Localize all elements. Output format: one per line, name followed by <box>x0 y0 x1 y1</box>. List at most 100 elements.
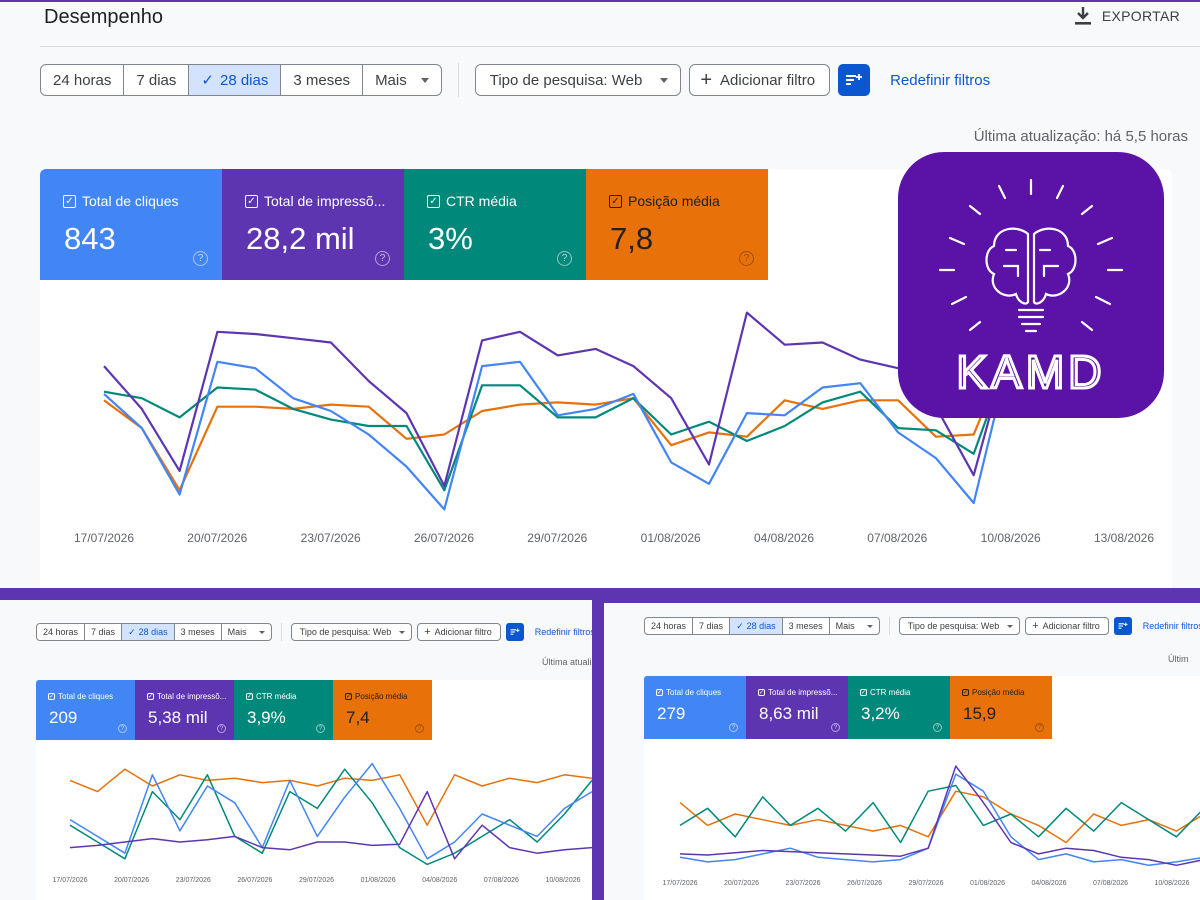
help-icon[interactable]: ? <box>831 723 840 732</box>
metric-value: 209 <box>49 708 78 727</box>
range-3m[interactable]: 3 meses <box>175 624 222 640</box>
check-icon: ✓ <box>201 72 214 89</box>
x-tick-label: 04/08/2026 <box>422 877 457 884</box>
range-28d[interactable]: ✓ 28 dias <box>122 624 175 640</box>
range-3m[interactable]: 3 meses <box>783 618 830 634</box>
metric-impressions[interactable]: ✓ Total de impressõ... 28,2 mil ? <box>222 169 404 280</box>
help-icon[interactable]: ? <box>415 724 424 733</box>
range-24h[interactable]: 24 horas <box>645 618 694 634</box>
search-type-dropdown[interactable]: Tipo de pesquisa: Web <box>474 64 682 96</box>
range-7d[interactable]: 7 dias <box>693 618 731 634</box>
filter-list-icon <box>846 74 863 85</box>
reset-filters-link[interactable]: Redefinir filtros <box>890 71 991 89</box>
x-tick-label: 23/07/2026 <box>176 877 211 884</box>
add-filter-button[interactable]: + Adicionar filtro <box>1025 617 1109 635</box>
chevron-down-icon <box>399 630 406 634</box>
metric-ctr[interactable]: ✓ CTR média 3,2% ? <box>848 676 950 739</box>
x-tick-label: 01/08/2026 <box>641 531 701 545</box>
metric-clicks[interactable]: ✓ Total de cliques 279 ? <box>644 676 746 739</box>
plus-icon: + <box>1032 620 1039 632</box>
range-28d[interactable]: ✓ 28 dias <box>189 65 282 95</box>
metric-ctr[interactable]: ✓ CTR média 3,9% ? <box>234 680 333 740</box>
checkbox-checked-icon: ✓ <box>147 693 154 700</box>
chevron-down-icon <box>866 624 873 628</box>
date-range-selector: 24 horas 7 dias ✓ 28 dias 3 meses Mais <box>36 623 272 641</box>
range-more-dropdown[interactable]: Mais <box>830 618 879 634</box>
x-tick-label: 26/07/2026 <box>847 880 882 887</box>
reset-filters-link[interactable]: Redefinir filtros <box>1142 621 1200 631</box>
help-icon[interactable]: ? <box>729 723 738 732</box>
help-icon[interactable]: ? <box>739 251 754 266</box>
metric-position[interactable]: ✓ Posição média 7,4 ? <box>333 680 432 740</box>
brain-lightbulb-icon: KAMD <box>938 178 1124 400</box>
metric-value: 28,2 mil <box>246 221 355 256</box>
range-7d[interactable]: 7 dias <box>85 624 123 640</box>
main-performance-panel: Desempenho EXPORTAR 24 horas 7 dias ✓ 28 … <box>0 0 1200 588</box>
help-icon[interactable]: ? <box>118 724 127 733</box>
x-tick-label: 10/08/2026 <box>1154 880 1189 887</box>
metric-ctr[interactable]: ✓ CTR média 3% ? <box>404 169 586 280</box>
x-tick-label: 04/08/2026 <box>754 531 814 545</box>
x-tick-label: 17/07/2026 <box>74 531 134 545</box>
metric-value: 279 <box>657 704 686 723</box>
help-icon[interactable]: ? <box>193 251 208 266</box>
clicks-line <box>69 762 592 860</box>
metric-clicks[interactable]: ✓ Total de cliques 209 ? <box>36 680 135 740</box>
range-24h[interactable]: 24 horas <box>37 624 86 640</box>
performance-chart-card: ✓ Total de cliques 279 ? ✓ Total de impres… <box>644 676 1200 900</box>
export-button[interactable]: EXPORTAR <box>1074 6 1180 26</box>
metric-value: 8,63 mil <box>759 704 819 723</box>
metric-impressions[interactable]: ✓ Total de impressõ... 5,38 mil ? <box>135 680 234 740</box>
chevron-down-icon <box>1007 624 1014 628</box>
x-tick-label: 29/07/2026 <box>527 531 587 545</box>
x-tick-label: 04/08/2026 <box>1031 880 1066 887</box>
date-range-selector: 24 horas 7 dias ✓ 28 dias 3 meses Mais <box>40 64 442 96</box>
range-more-dropdown[interactable]: Mais <box>363 65 441 95</box>
reset-filters-link[interactable]: Redefinir filtros <box>534 627 592 637</box>
filter-options-button[interactable] <box>838 64 871 96</box>
help-icon[interactable]: ? <box>933 723 942 732</box>
help-icon[interactable]: ? <box>316 724 325 733</box>
checkbox-checked-icon: ✓ <box>860 689 867 696</box>
x-tick-label: 17/07/2026 <box>52 877 87 884</box>
help-icon[interactable]: ? <box>557 251 572 266</box>
kamd-logo: KAMD <box>898 152 1164 418</box>
help-icon[interactable]: ? <box>217 724 226 733</box>
last-update-text: Última atualização: há 5,5 horas <box>973 128 1188 145</box>
filter-list-icon <box>510 628 520 635</box>
search-type-dropdown[interactable]: Tipo de pesquisa: Web <box>290 623 413 641</box>
checkbox-checked-icon: ✓ <box>48 693 55 700</box>
x-tick-label: 01/08/2026 <box>970 880 1005 887</box>
range-28d[interactable]: ✓ 28 dias <box>730 618 783 634</box>
metric-value: 7,8 <box>610 221 654 256</box>
metric-impressions[interactable]: ✓ Total de impressõ... 8,63 mil ? <box>746 676 848 739</box>
x-tick-label: 20/07/2026 <box>724 880 759 887</box>
impressions-line <box>679 765 1200 867</box>
filter-toolbar: 24 horas 7 dias ✓ 28 dias 3 meses Mais Ti… <box>40 63 991 97</box>
x-tick-label: 23/07/2026 <box>301 531 361 545</box>
range-24h[interactable]: 24 horas <box>41 65 125 95</box>
add-filter-button[interactable]: + Adicionar filtro <box>689 64 831 96</box>
filter-options-button[interactable] <box>1113 617 1132 635</box>
performance-line-chart: 17/07/2026 20/07/2026 23/07/2026 26/07/2026… <box>52 762 592 884</box>
metric-value: 3,9% <box>247 708 286 727</box>
range-7d[interactable]: 7 dias <box>124 65 190 95</box>
inset-performance-left: 24 horas 7 dias ✓ 28 dias 3 meses Mais Ti… <box>0 600 592 900</box>
x-tick-label: 10/08/2026 <box>981 531 1041 545</box>
search-type-dropdown[interactable]: Tipo de pesquisa: Web <box>898 617 1021 635</box>
add-filter-button[interactable]: + Adicionar filtro <box>417 623 501 641</box>
help-icon[interactable]: ? <box>375 251 390 266</box>
checkbox-checked-icon: ✓ <box>962 689 969 696</box>
help-icon[interactable]: ? <box>1035 723 1044 732</box>
metric-position[interactable]: ✓ Posição média 15,9 ? <box>950 676 1052 739</box>
x-tick-label: 13/08/2026 <box>1094 531 1154 545</box>
metric-position[interactable]: ✓ Posição média 7,8 ? <box>586 169 768 280</box>
metric-clicks[interactable]: ✓ Total de cliques 843 ? <box>40 169 222 280</box>
checkbox-checked-icon: ✓ <box>427 194 440 208</box>
range-3m[interactable]: 3 meses <box>281 65 364 95</box>
x-tick-label: 07/08/2026 <box>867 531 927 545</box>
range-more-dropdown[interactable]: Mais <box>222 624 271 640</box>
filter-options-button[interactable] <box>505 623 524 641</box>
clicks-line <box>679 773 1200 867</box>
chevron-down-icon <box>420 77 429 83</box>
